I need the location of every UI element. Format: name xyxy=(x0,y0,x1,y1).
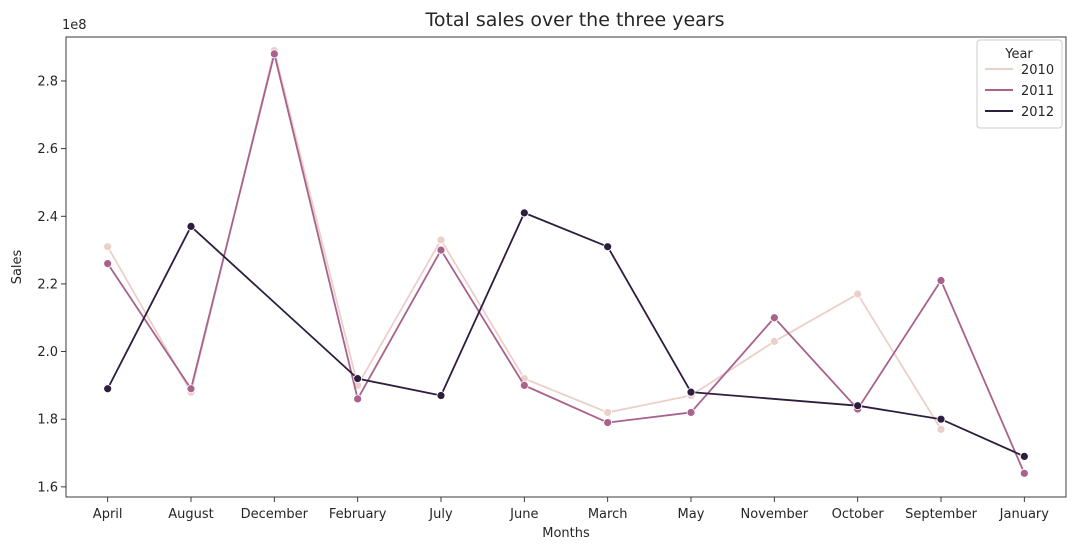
y-tick-label: 1.8 xyxy=(37,413,58,428)
x-tick-label: September xyxy=(905,507,978,522)
data-point-2010 xyxy=(769,337,779,346)
data-point-2012 xyxy=(936,414,946,424)
x-tick-label: May xyxy=(678,507,705,522)
legend-title: Year xyxy=(1004,47,1033,62)
y-tick-label: 2.0 xyxy=(37,345,58,360)
x-axis: April August December February July June March… xyxy=(93,497,1049,522)
y-axis: 1.6 1.8 2.0 2.2 2.4 2.6 2.8 xyxy=(37,74,66,495)
data-point-2011 xyxy=(686,408,696,417)
x-tick-label: December xyxy=(241,507,309,522)
legend: Year 2010 2011 2012 xyxy=(976,39,1063,129)
series-layer xyxy=(103,46,1029,478)
y-axis-label: Sales xyxy=(10,249,25,284)
x-tick-label: March xyxy=(588,507,628,522)
data-point-2012 xyxy=(686,387,696,397)
data-point-2011 xyxy=(1019,468,1029,478)
y-offset-label: 1e8 xyxy=(62,18,87,33)
legend-box xyxy=(976,39,1063,129)
series-line-2012 xyxy=(106,211,1025,458)
data-point-2011 xyxy=(436,245,446,255)
x-tick-label: August xyxy=(168,507,214,522)
data-point-2011 xyxy=(603,418,613,427)
x-tick-label: February xyxy=(329,507,387,522)
data-point-2011 xyxy=(936,276,946,285)
data-point-2012 xyxy=(1019,452,1029,461)
x-tick-label: October xyxy=(832,507,885,522)
series-line-2010 xyxy=(106,49,942,430)
data-point-2012 xyxy=(353,374,363,384)
y-tick-label: 1.6 xyxy=(37,480,58,495)
data-point-2010 xyxy=(936,424,946,434)
data-point-2012 xyxy=(436,391,446,400)
data-point-2010 xyxy=(603,408,613,417)
data-point-2011 xyxy=(269,49,279,59)
data-point-2012 xyxy=(186,222,196,231)
legend-label-2010: 2010 xyxy=(1021,63,1054,78)
data-point-2011 xyxy=(103,259,113,269)
y-tick-label: 2.2 xyxy=(37,277,58,292)
y-tick-label: 2.6 xyxy=(37,142,58,157)
data-point-2010 xyxy=(436,235,446,245)
x-tick-label: June xyxy=(509,507,538,522)
data-point-2011 xyxy=(186,384,196,394)
data-point-2010 xyxy=(103,242,113,252)
x-axis-label: Months xyxy=(542,526,590,541)
x-tick-label: November xyxy=(741,507,809,522)
plot-area xyxy=(65,36,1067,498)
data-point-2012 xyxy=(519,208,529,218)
chart-title: Total sales over the three years xyxy=(424,9,724,31)
legend-label-2011: 2011 xyxy=(1021,84,1054,99)
data-point-2012 xyxy=(603,242,613,252)
data-point-2011 xyxy=(769,313,779,323)
data-point-2010 xyxy=(853,289,863,299)
data-point-2011 xyxy=(353,394,363,404)
x-tick-label: April xyxy=(93,507,123,522)
y-tick-label: 2.4 xyxy=(37,210,58,225)
x-tick-label: July xyxy=(428,507,453,522)
series-line-2011 xyxy=(106,53,1026,474)
legend-label-2012: 2012 xyxy=(1021,105,1054,120)
y-tick-label: 2.8 xyxy=(37,74,58,89)
data-point-2012 xyxy=(103,384,113,394)
data-point-2012 xyxy=(853,401,863,411)
x-tick-label: January xyxy=(999,507,1050,522)
data-point-2011 xyxy=(519,380,529,390)
